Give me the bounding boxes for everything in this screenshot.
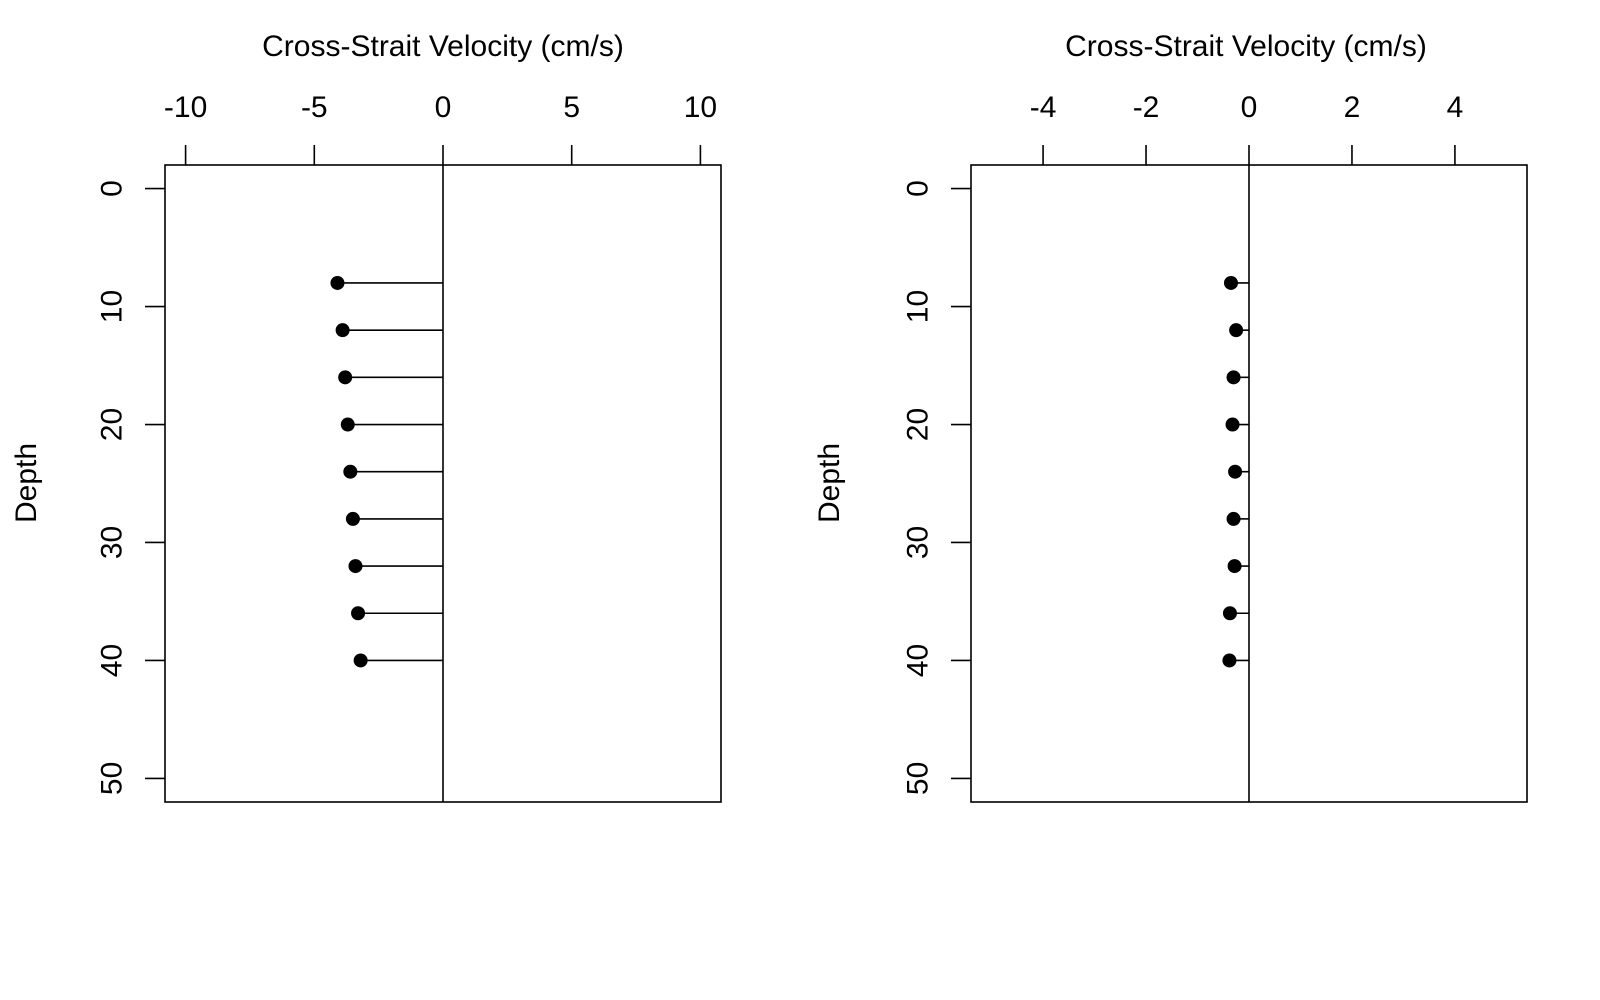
x-tick-label: 5: [563, 91, 580, 124]
x-axis-title: Cross-Strait Velocity (cm/s): [262, 30, 624, 63]
velocity-point: [1226, 511, 1241, 526]
x-tick-label: 4: [1447, 91, 1464, 124]
y-tick-label: 10: [902, 290, 935, 323]
x-tick-label: -4: [1030, 91, 1057, 124]
velocity-point: [353, 653, 368, 668]
y-tick-label: 0: [96, 180, 129, 197]
y-axis-ticks: 0 10 20 30 40 50: [96, 180, 165, 795]
velocity-point: [351, 606, 366, 621]
velocity-point: [1223, 275, 1238, 290]
x-tick-label: -5: [301, 91, 328, 124]
x-tick-label: 10: [684, 91, 717, 124]
right-velocity-panel: Cross-Strait Velocity (cm/s) Depth -4 -2 0…: [813, 30, 1528, 803]
y-axis-ticks: 0 10 20 30 40 50: [902, 180, 971, 795]
velocity-point: [1229, 323, 1244, 338]
velocity-point: [1225, 417, 1240, 432]
y-tick-label: 20: [902, 408, 935, 441]
velocity-point: [1228, 464, 1243, 479]
x-tick-label: 2: [1344, 91, 1361, 124]
y-tick-label: 30: [96, 526, 129, 559]
data-marks: [1222, 275, 1249, 668]
velocity-point: [345, 511, 360, 526]
y-tick-label: 40: [96, 644, 129, 677]
y-axis-title: Depth: [10, 443, 43, 523]
data-marks: [330, 275, 443, 668]
left-velocity-panel: Cross-Strait Velocity (cm/s) Depth -10 -5…: [10, 30, 722, 803]
x-axis-ticks: -10 -5 0 5 10: [164, 91, 717, 165]
velocity-point: [330, 275, 345, 290]
velocity-point: [335, 323, 350, 338]
velocity-point: [343, 464, 358, 479]
y-axis-title: Depth: [813, 443, 846, 523]
velocity-point: [338, 370, 353, 385]
x-tick-label: -2: [1133, 91, 1160, 124]
velocity-point: [1222, 606, 1237, 621]
velocity-point: [1222, 653, 1237, 668]
velocity-point: [340, 417, 355, 432]
x-axis-title: Cross-Strait Velocity (cm/s): [1065, 30, 1427, 63]
y-tick-label: 20: [96, 408, 129, 441]
x-tick-label: 0: [435, 91, 452, 124]
y-tick-label: 40: [902, 644, 935, 677]
y-tick-label: 10: [96, 290, 129, 323]
x-axis-ticks: -4 -2 0 2 4: [1030, 91, 1464, 165]
y-tick-label: 50: [902, 762, 935, 795]
x-tick-label: 0: [1241, 91, 1258, 124]
velocity-point: [1227, 559, 1242, 574]
y-tick-label: 30: [902, 526, 935, 559]
x-tick-label: -10: [164, 91, 207, 124]
velocity-point: [1226, 370, 1241, 385]
y-tick-label: 0: [902, 180, 935, 197]
y-tick-label: 50: [96, 762, 129, 795]
velocity-point: [348, 559, 363, 574]
